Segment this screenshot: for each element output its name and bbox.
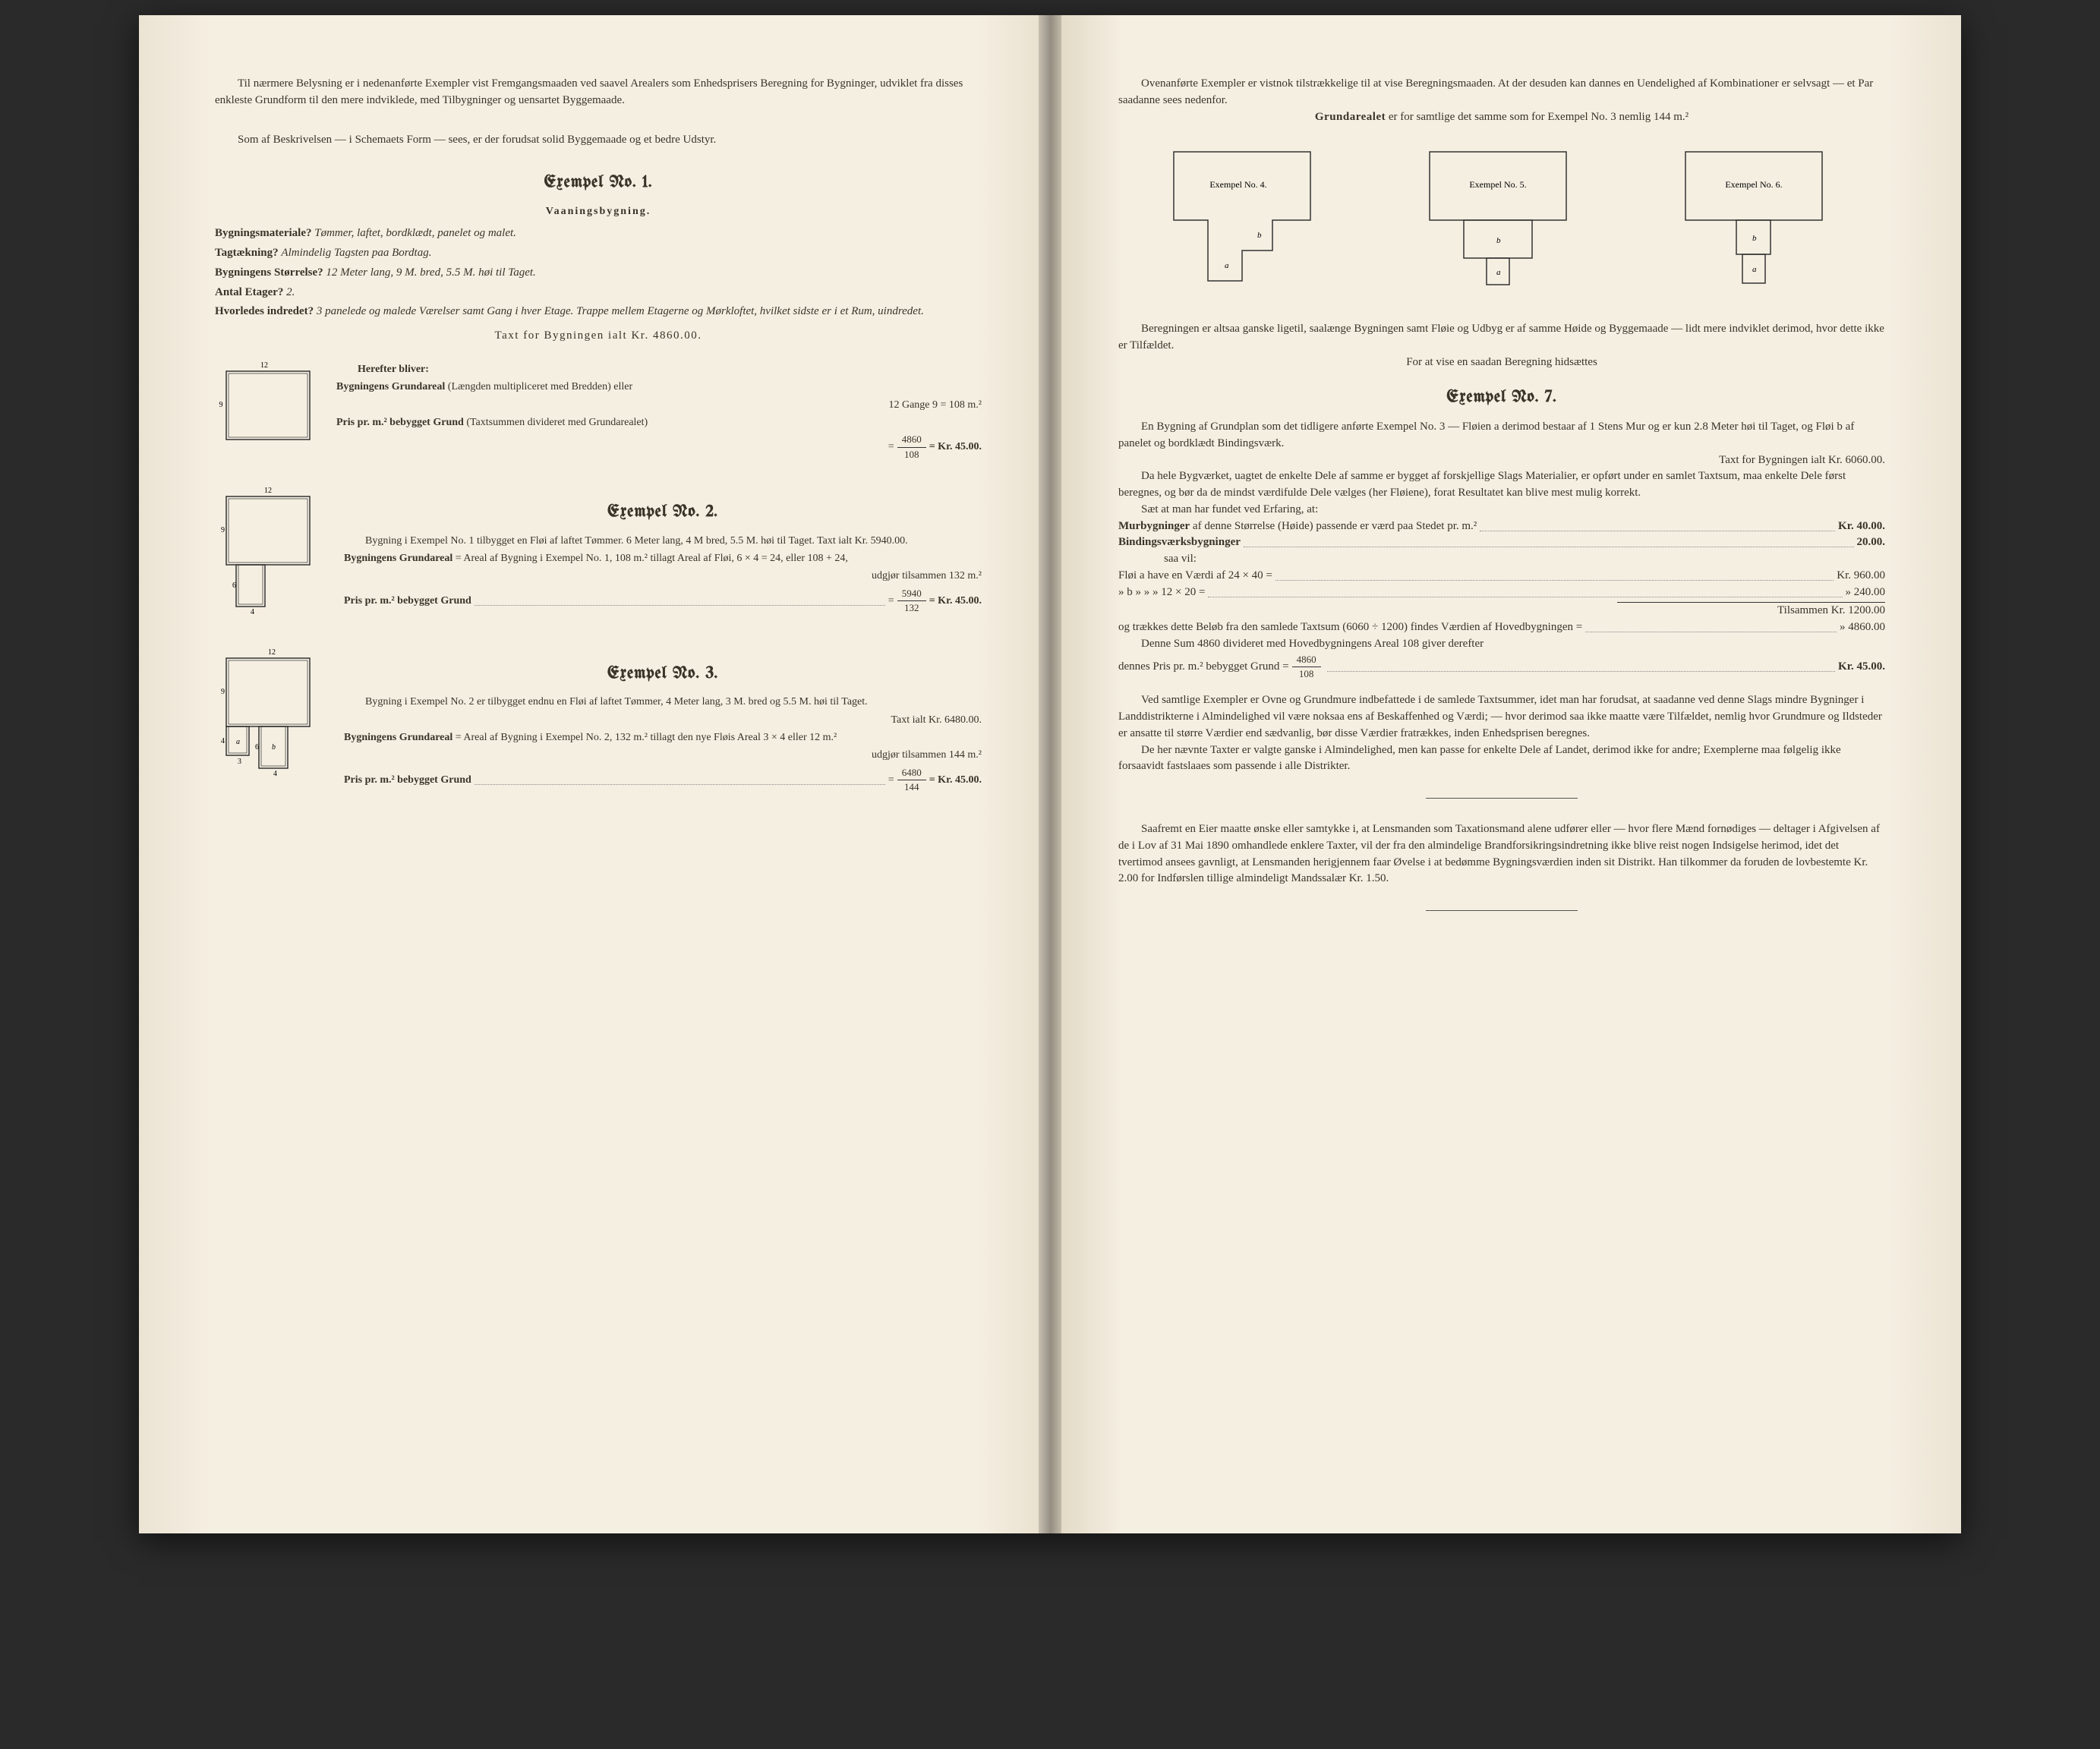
svg-text:4: 4	[251, 608, 254, 616]
book-spine	[1039, 15, 1061, 1533]
svg-text:3: 3	[238, 758, 241, 766]
r-para5: De her nævnte Taxter er valgte ganske i …	[1118, 742, 1885, 776]
floi-a-line: Fløi a have en Værdi af 24 × 40 =Kr. 960…	[1118, 568, 1885, 585]
left-page: Til nærmere Belysning er i nedenanførte …	[139, 15, 1050, 1533]
ex1-q2: Tagtækning? Almindelig Tagsten paa Bordt…	[215, 245, 982, 262]
diagrams-456: Exempel No. 4. b a Exempel No. 5. b a	[1118, 140, 1885, 298]
ex2-row: 12 9 6 4 Exempel No. 2. Bygning i Exempe…	[215, 485, 982, 624]
svg-text:12: 12	[264, 487, 272, 495]
ex2-diagram: 12 9 6 4	[215, 485, 329, 624]
svg-text:a: a	[1225, 261, 1229, 270]
right-page: Ovenanførte Exempler er vistnok tilstræk…	[1050, 15, 1961, 1533]
ex7-para2: Da hele Bygværket, uagtet de enkelte Del…	[1118, 468, 1885, 502]
svg-text:9: 9	[221, 688, 225, 696]
divider-2	[1426, 910, 1578, 911]
svg-text:9: 9	[219, 401, 223, 409]
ex1-q1: Bygningsmateriale? Tømmer, laftet, bordk…	[215, 225, 982, 242]
ex2-calc: Exempel No. 2. Bygning i Exempel No. 1 t…	[344, 485, 982, 616]
ex1-taxt: Taxt for Bygningen ialt Kr. 4860.00.	[215, 328, 982, 345]
diagram-5: Exempel No. 5. b a	[1418, 140, 1585, 298]
ex1-q3: Bygningens Størrelse? 12 Meter lang, 9 M…	[215, 265, 982, 282]
svg-text:b: b	[272, 743, 276, 752]
r-para6: Saafremt en Eier maatte ønske eller samt…	[1118, 821, 1885, 887]
book-spread: Til nærmere Belysning er i nedenanførte …	[139, 15, 1961, 1533]
ex7-pris-line: dennes Pris pr. m.² bebygget Grund = 486…	[1118, 653, 1885, 682]
intro-para-1: Til nærmere Belysning er i nedenanførte …	[215, 76, 982, 109]
svg-text:6: 6	[255, 743, 259, 752]
saa-vil: saa vil:	[1118, 551, 1885, 568]
svg-text:a: a	[1752, 265, 1757, 274]
svg-text:b: b	[1752, 234, 1757, 243]
ex1-subtitle: Vaaningsbygning.	[215, 204, 982, 219]
ex1-row: 12 9 Herefter bliver: Bygningens Grundar…	[215, 360, 982, 462]
svg-text:12: 12	[268, 648, 276, 657]
r-intro1: Ovenanførte Exempler er vistnok tilstræk…	[1118, 76, 1885, 109]
floi-b-line: » b » » » 12 × 20 =» 240.00	[1118, 585, 1885, 601]
bind-line: Bindingsværksbygninger20.00.	[1118, 534, 1885, 551]
diagram-4: Exempel No. 4. b a	[1162, 140, 1329, 298]
tilsammen: Tilsammen Kr. 1200.00	[1118, 603, 1885, 619]
svg-text:12: 12	[260, 361, 268, 370]
ex7-taxt: Taxt for Bygningen ialt Kr. 6060.00.	[1118, 452, 1885, 469]
svg-text:b: b	[1257, 231, 1262, 240]
svg-text:6: 6	[232, 581, 236, 590]
ex7-para3b: Denne Sum 4860 divideret med Hovedbygnin…	[1118, 636, 1885, 653]
r-para4: Ved samtlige Exempler er Ovne og Grundmu…	[1118, 692, 1885, 742]
ex7-line1: En Bygning af Grundplan som det tidliger…	[1118, 419, 1885, 452]
svg-text:Exempel No. 6.: Exempel No. 6.	[1725, 179, 1782, 190]
svg-text:a: a	[236, 738, 240, 746]
svg-text:4: 4	[221, 737, 225, 745]
r-intro2: Grundarealet er for samtlige det samme s…	[1118, 109, 1885, 126]
svg-text:a: a	[1496, 268, 1501, 277]
svg-text:4: 4	[273, 770, 277, 778]
ex7-para2b: Sæt at man har fundet ved Erfaring, at:	[1118, 502, 1885, 518]
diagram-6: Exempel No. 6. b a	[1674, 140, 1841, 298]
svg-text:Exempel No. 4.: Exempel No. 4.	[1210, 179, 1267, 190]
ex1-title: Exempel No. 1.	[215, 171, 982, 195]
divider-1	[1426, 798, 1578, 799]
ex1-q5: Hvorledes indredet? 3 panelede og malede…	[215, 304, 982, 320]
ex1-calc: Herefter bliver: Bygningens Grundareal (…	[336, 360, 982, 462]
hoved-line: og trækkes dette Beløb fra den samlede T…	[1118, 619, 1885, 636]
svg-text:b: b	[1496, 236, 1501, 245]
ex3-diagram: 12 9 b 4 6 a 4 3	[215, 647, 329, 786]
mur-line: Murbygninger af denne Størrelse (Høide) …	[1118, 518, 1885, 535]
ex1-q4: Antal Etager? 2.	[215, 285, 982, 301]
svg-text:9: 9	[221, 526, 225, 534]
r-para1: Beregningen er altsaa ganske ligetil, sa…	[1118, 321, 1885, 355]
r-para1b: For at vise en saadan Beregning hidsætte…	[1118, 355, 1885, 371]
ex3-row: 12 9 b 4 6 a 4 3 Exempel No. 3.	[215, 647, 982, 796]
svg-text:Exempel No. 5.: Exempel No. 5.	[1469, 179, 1526, 190]
intro-para-2: Som af Beskrivelsen — i Schemaets Form —…	[215, 132, 982, 149]
ex3-calc: Exempel No. 3. Bygning i Exempel No. 2 e…	[344, 647, 982, 796]
ex7-title: Exempel No. 7.	[1118, 386, 1885, 410]
ex1-diagram: 12 9	[215, 360, 321, 457]
